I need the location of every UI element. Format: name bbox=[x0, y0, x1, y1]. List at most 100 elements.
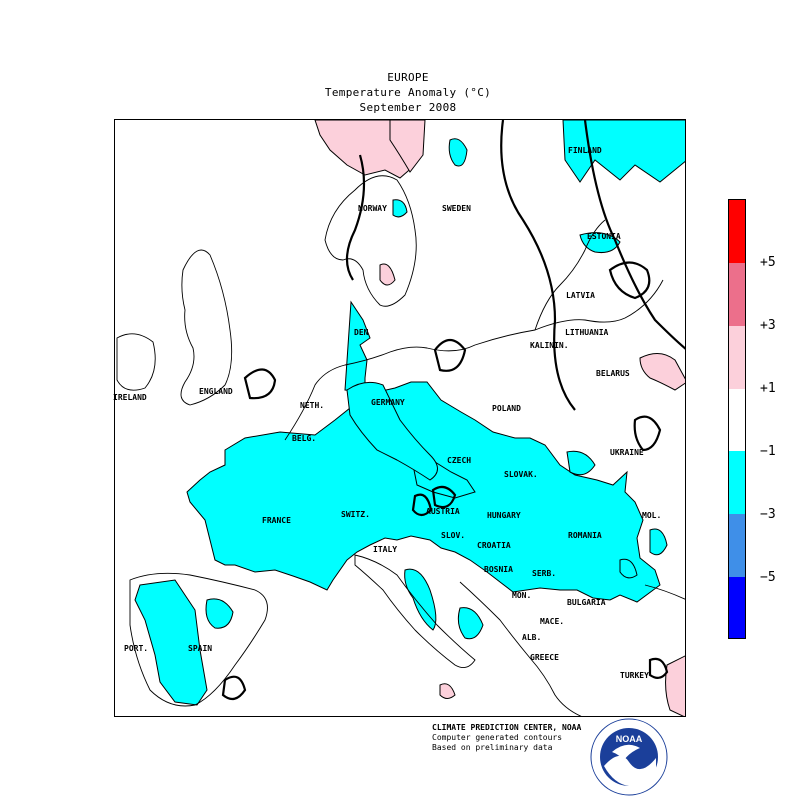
contour-line bbox=[243, 368, 277, 400]
noaa-logo-text: NOAA bbox=[616, 734, 643, 744]
cold-anomaly-areas bbox=[134, 120, 685, 706]
country-label-spain: SPAIN bbox=[188, 644, 213, 653]
cold-area-finland bbox=[562, 120, 685, 183]
cold-area-iberia-west bbox=[134, 579, 208, 706]
country-label-den: DEN bbox=[354, 328, 369, 337]
contour-line bbox=[345, 154, 366, 281]
country-label-belarus: BELARUS bbox=[596, 369, 630, 378]
cold-area-germany bbox=[346, 381, 438, 481]
country-label-bulgaria: BULGARIA bbox=[567, 598, 606, 607]
country-label-italy: ITALY bbox=[373, 545, 398, 554]
country-label-belg: BELG. bbox=[292, 434, 317, 443]
credit-organization: CLIMATE PREDICTION CENTER, NOAA bbox=[432, 723, 582, 732]
country-label-ireland: IRELAND bbox=[113, 393, 147, 402]
country-label-latvia: LATVIA bbox=[566, 291, 595, 300]
contour-line bbox=[500, 120, 576, 411]
country-label-mon: MON. bbox=[512, 591, 532, 600]
contour-line bbox=[648, 657, 669, 679]
warm-area-turkey bbox=[665, 655, 685, 716]
cold-area-ukraine-west bbox=[566, 450, 596, 476]
cold-area-moldova bbox=[649, 528, 668, 556]
coastline-iberia bbox=[129, 572, 268, 707]
anomaly-contours bbox=[221, 120, 685, 701]
contour-line bbox=[431, 485, 457, 509]
contour-line bbox=[433, 338, 467, 372]
cold-area-italy-south bbox=[457, 607, 484, 640]
country-label-norway: NORWAY bbox=[358, 204, 387, 213]
contour-line bbox=[608, 261, 651, 300]
contour-line bbox=[221, 675, 247, 701]
legend-swatch bbox=[729, 389, 745, 451]
map-title-period: September 2008 bbox=[359, 101, 457, 114]
country-label-czech: CZECH bbox=[447, 456, 472, 465]
country-label-estonia: ESTONIA bbox=[587, 232, 621, 241]
cold-area-sweden-spot bbox=[448, 138, 468, 167]
country-label-neth: NETH. bbox=[300, 401, 325, 410]
map-title-variable: Temperature Anomaly (°C) bbox=[324, 86, 492, 99]
country-label-poland: POLAND bbox=[492, 404, 521, 413]
legend-swatch bbox=[729, 326, 745, 389]
contour-line bbox=[633, 415, 662, 452]
legend-label: −3 bbox=[760, 507, 776, 522]
warm-area-belarus bbox=[639, 353, 685, 391]
warm-area-sweden bbox=[389, 120, 426, 173]
country-label-lithuania: LITHUANIA bbox=[565, 328, 609, 337]
coastline-britain bbox=[180, 249, 233, 406]
legend-swatch bbox=[729, 577, 745, 638]
country-label-germany: GERMANY bbox=[371, 398, 405, 407]
noaa-logo-icon: NOAA bbox=[590, 718, 668, 796]
country-label-port: PORT. bbox=[124, 644, 149, 653]
legend-label: +5 bbox=[760, 255, 776, 270]
country-label-finland: FINLAND bbox=[568, 146, 602, 155]
country-label-sweden: SWEDEN bbox=[442, 204, 471, 213]
country-label-france: FRANCE bbox=[262, 516, 291, 525]
legend-label: −1 bbox=[760, 444, 776, 459]
contour-line bbox=[411, 493, 433, 517]
anomaly-map bbox=[114, 119, 686, 717]
country-label-mol: MOL. bbox=[642, 511, 662, 520]
country-label-romania: ROMANIA bbox=[568, 531, 602, 540]
country-label-greece: GREECE bbox=[530, 653, 559, 662]
coastline-baltic bbox=[534, 219, 606, 331]
legend-label: +3 bbox=[760, 318, 776, 333]
country-label-bosnia: BOSNIA bbox=[484, 565, 513, 574]
map-canvas bbox=[116, 120, 685, 716]
coastline-ireland bbox=[116, 333, 156, 391]
color-scale-legend bbox=[728, 199, 746, 639]
country-label-switz: SWITZ. bbox=[341, 510, 370, 519]
country-label-kalinin: KALININ. bbox=[530, 341, 569, 350]
coastline-balkans bbox=[459, 581, 582, 716]
country-label-slov: SLOV. bbox=[441, 531, 466, 540]
cold-area-norway-spot bbox=[392, 199, 408, 218]
country-label-serb: SERB. bbox=[532, 569, 557, 578]
credit-data-note: Based on preliminary data bbox=[432, 743, 553, 752]
cold-area-estonia bbox=[579, 232, 621, 253]
cold-area-iberia-spot bbox=[205, 598, 234, 629]
country-label-ukraine: UKRAINE bbox=[610, 448, 644, 457]
coastline-scandinavia bbox=[324, 175, 417, 307]
country-label-turkey: TURKEY bbox=[620, 671, 649, 680]
cold-area-romania-spot bbox=[619, 558, 638, 579]
coastline-black-sea bbox=[644, 584, 685, 600]
coastline-continent bbox=[284, 279, 664, 441]
country-label-austria: AUSTRIA bbox=[426, 507, 460, 516]
legend-swatch bbox=[729, 451, 745, 514]
country-label-slovak: SLOVAK. bbox=[504, 470, 538, 479]
contour-line bbox=[583, 120, 685, 350]
legend-label: +1 bbox=[760, 381, 776, 396]
coastline-italy bbox=[354, 554, 476, 669]
cold-area-italy bbox=[404, 568, 437, 631]
warm-anomaly-areas bbox=[314, 120, 685, 716]
warm-area-denmark bbox=[379, 263, 396, 286]
legend-swatch bbox=[729, 514, 745, 577]
legend-swatch bbox=[729, 263, 745, 326]
country-label-alb: ALB. bbox=[522, 633, 542, 642]
country-label-mace: MACE. bbox=[540, 617, 565, 626]
legend-swatch bbox=[729, 200, 745, 263]
country-label-croatia: CROATIA bbox=[477, 541, 511, 550]
country-label-england: ENGLAND bbox=[199, 387, 233, 396]
credit-contours: Computer generated contours bbox=[432, 733, 563, 742]
coastlines bbox=[116, 175, 685, 716]
legend-label: −5 bbox=[760, 570, 776, 585]
warm-area-greece-spot bbox=[439, 683, 456, 699]
